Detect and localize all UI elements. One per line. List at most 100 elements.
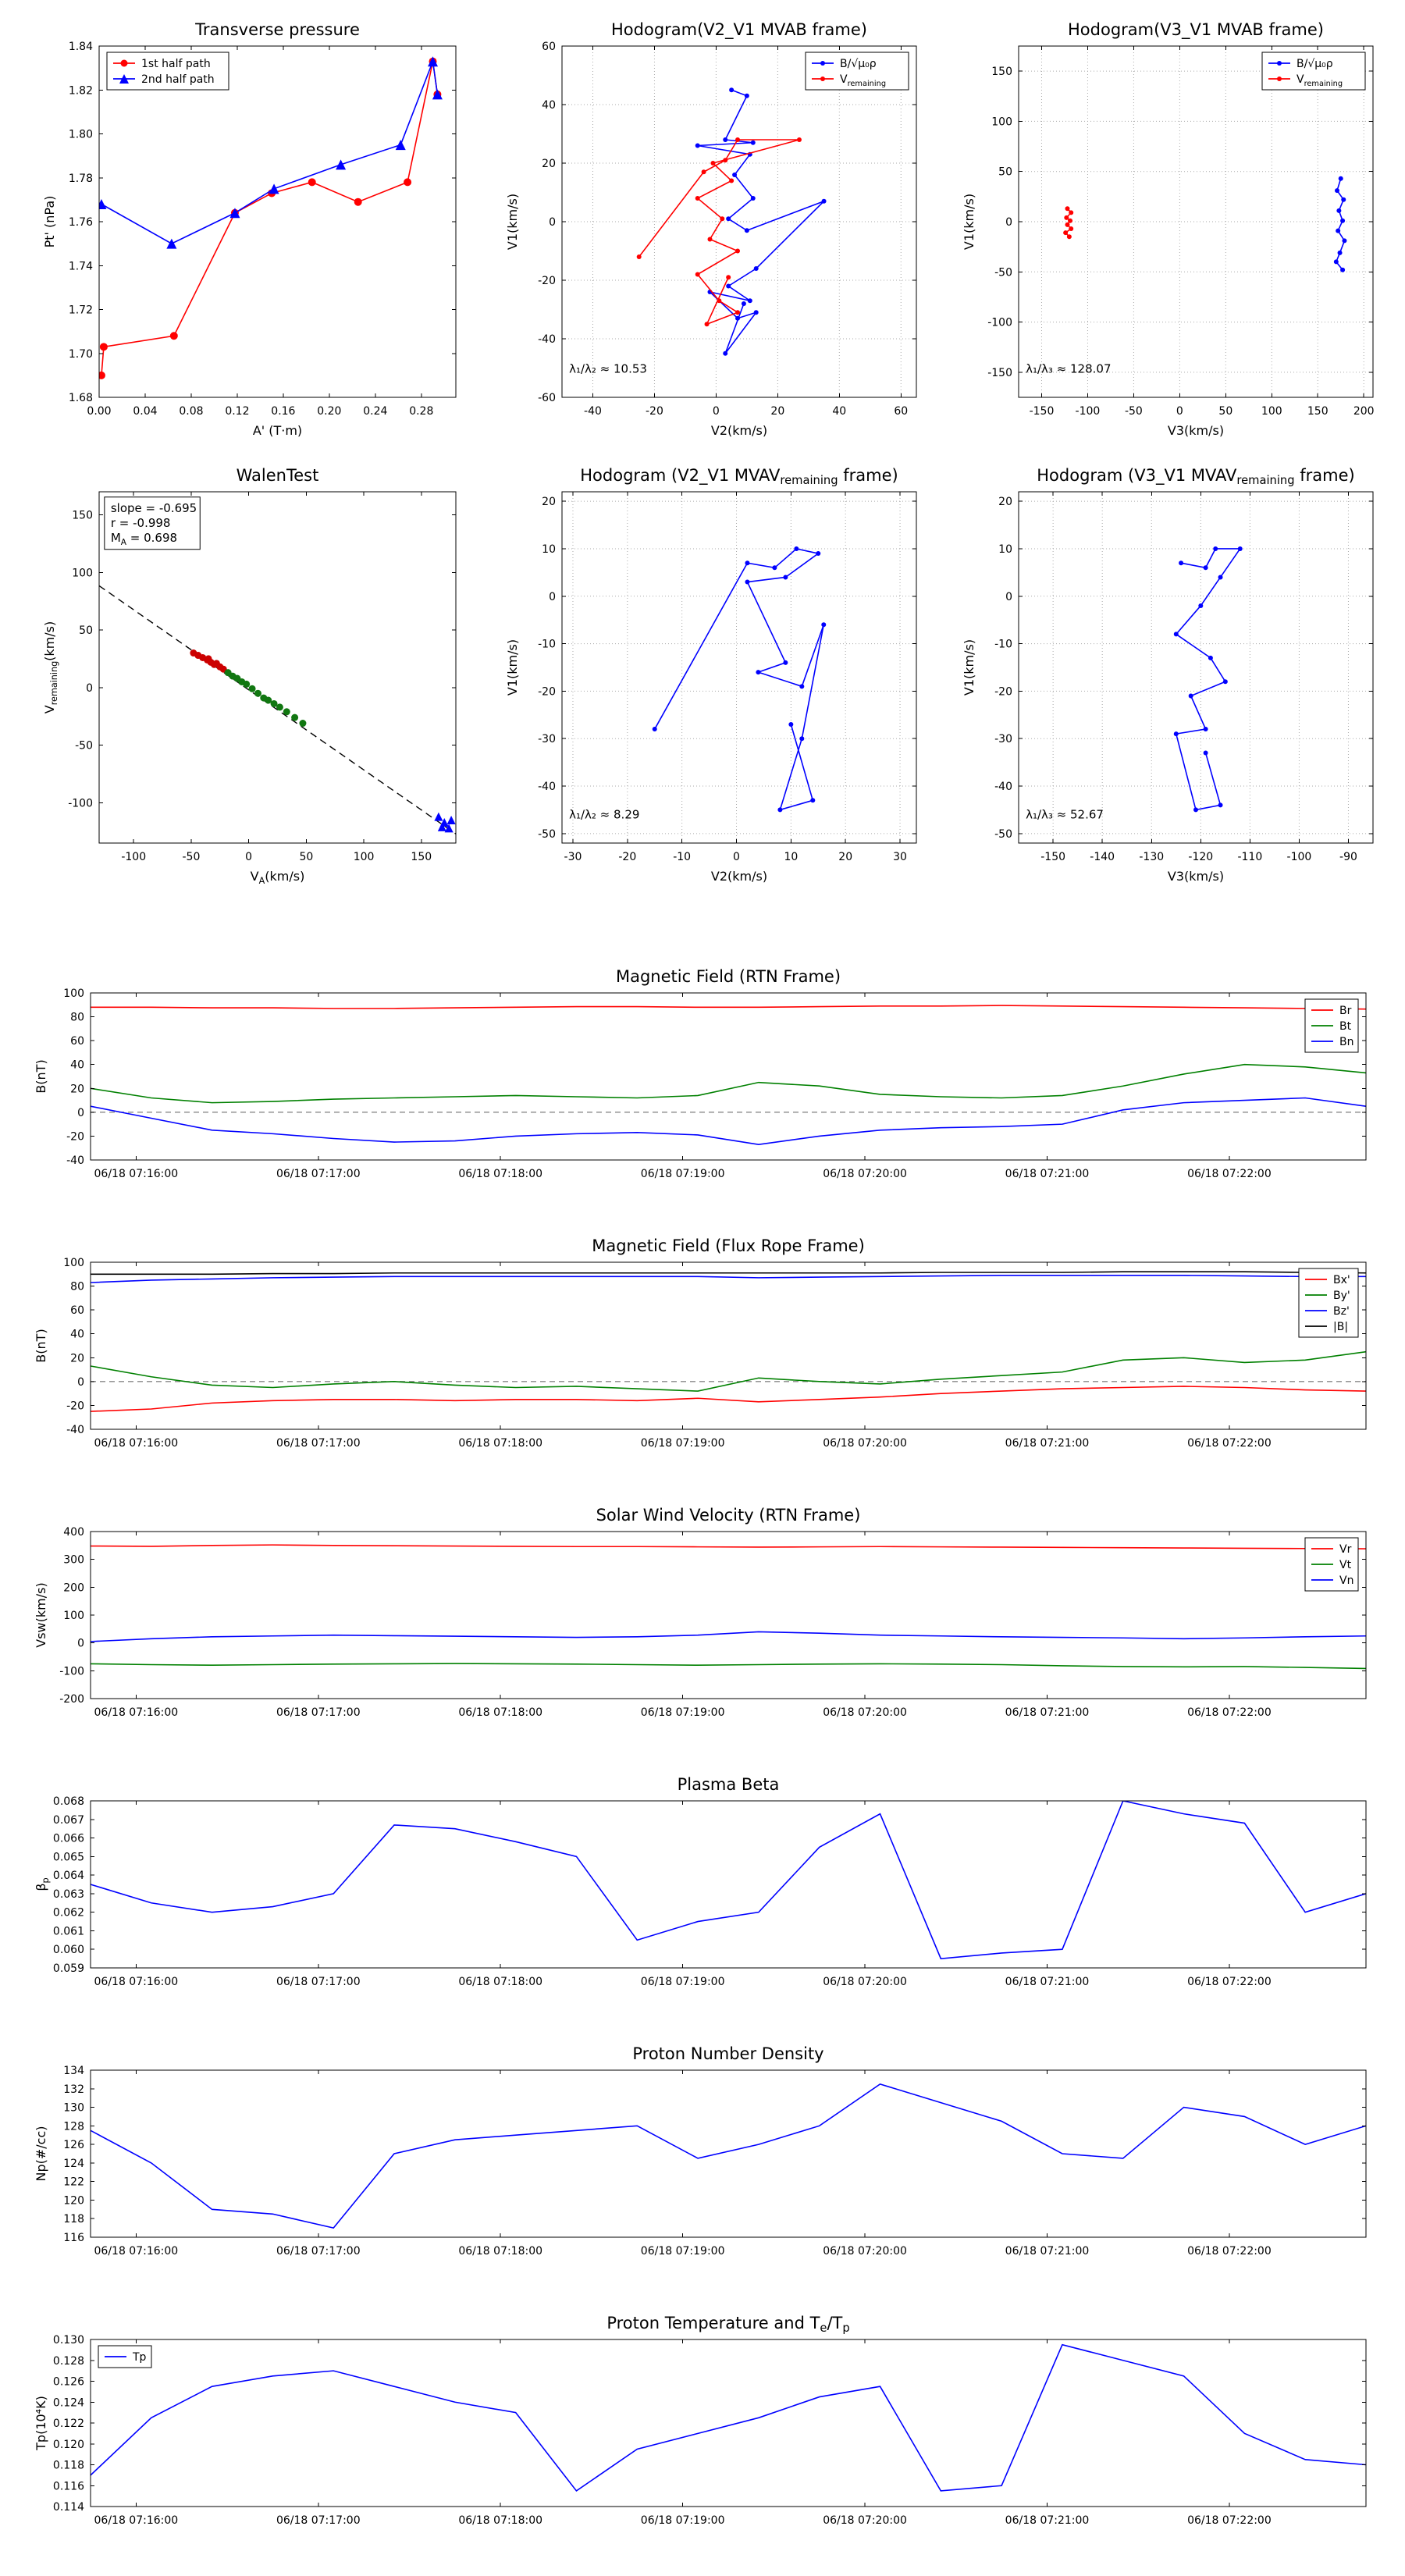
- y-tick-label: 122: [63, 2176, 84, 2189]
- series-B-hodogram: [1335, 178, 1346, 271]
- y-tick-label: -200: [59, 1693, 84, 1706]
- series-Vr: [91, 1544, 1366, 1550]
- y-tick-label: 80: [70, 1281, 84, 1293]
- chart-beta: 06/18 07:16:00 06/18 07:17:00 06/18 07:18:…: [34, 1775, 1367, 1988]
- y-tick-label: 0.064: [53, 1870, 84, 1882]
- data-point: [1218, 575, 1223, 580]
- series-second-half-path: [101, 59, 439, 245]
- data-point: [1069, 210, 1074, 215]
- tick-marks: [91, 1531, 1366, 1699]
- x-axis-label: VA(km/s): [251, 869, 305, 886]
- data-point: [783, 660, 788, 665]
- y-tick-labels: 0.114 0.116 0.118 0.120 0.122 0.124 0.126 0.128…: [53, 2334, 84, 2514]
- series-Bx-prime: [91, 1386, 1366, 1412]
- y-tick-label: 116: [63, 2232, 84, 2244]
- tick-marks: [91, 992, 1366, 1161]
- x-tick-label: 0.04: [133, 405, 157, 418]
- y-axis-label: Vsw(km/s): [34, 1582, 48, 1647]
- y-tick-label: 200: [63, 1582, 84, 1594]
- legend: 1st half path 2nd half path: [106, 52, 229, 91]
- x-tick-label: -120: [1188, 851, 1213, 863]
- y-tick-label: 20: [70, 1083, 84, 1095]
- x-tick-label: 06/18 07:16:00: [94, 1976, 179, 1988]
- data-point: [726, 216, 731, 222]
- y-tick-label: -100: [59, 1665, 84, 1678]
- data-point: [1213, 546, 1218, 551]
- x-tick-labels: 06/18 07:16:00 06/18 07:17:00 06/18 07:18:…: [94, 1706, 1272, 1719]
- series-Vt: [91, 1663, 1366, 1670]
- x-tick-label: 0.24: [363, 405, 387, 418]
- legend-label: Bt: [1339, 1020, 1352, 1033]
- y-tick-label: 0: [549, 591, 556, 603]
- y-tick-label: 40: [542, 99, 556, 112]
- data-point: [1068, 218, 1073, 223]
- data-point: [166, 238, 177, 249]
- x-tick-label: 06/18 07:22:00: [1187, 2514, 1272, 2527]
- series-first-half-path: [101, 61, 439, 375]
- y-tick-label: 0.061: [53, 1925, 84, 1937]
- x-axis-label: V3(km/s): [1168, 423, 1224, 438]
- data-point: [99, 343, 108, 351]
- data-point: [745, 560, 750, 566]
- x-tick-label: 06/18 07:19:00: [641, 1437, 725, 1450]
- chart-mf_rtn: 06/18 07:16:00 06/18 07:17:00 06/18 07:18:…: [34, 967, 1367, 1180]
- y-tick-label: 80: [70, 1012, 84, 1024]
- y-tick-label: -20: [538, 685, 556, 698]
- panel-title: Plasma Beta: [678, 1775, 780, 1794]
- y-tick-labels: 0.059 0.060 0.061 0.062 0.063 0.064 0.065 0.066…: [53, 1795, 84, 1975]
- x-tick-labels: -150 -140 -130 -120 -110 -100 -90: [1040, 851, 1357, 863]
- data-point: [1336, 208, 1342, 213]
- x-tick-label: 06/18 07:20:00: [823, 1437, 907, 1450]
- x-tick-label: 06/18 07:16:00: [94, 1706, 179, 1719]
- y-tick-label: 132: [63, 2083, 84, 2096]
- y-tick-label: -100: [68, 797, 93, 809]
- data-point: [636, 254, 642, 259]
- tick-marks: [91, 2069, 1366, 2238]
- x-axis-label: V2(km/s): [711, 423, 767, 438]
- tick-marks: [91, 1800, 1366, 1969]
- data-point: [753, 266, 759, 271]
- data-point: [169, 332, 178, 340]
- x-tick-label: -100: [1076, 405, 1101, 418]
- data-point: [750, 196, 756, 201]
- panel-title: Hodogram (V2_V1 MVAVremaining frame): [580, 466, 898, 487]
- y-tick-label: 100: [63, 987, 84, 1000]
- y-tick-label: -20: [994, 685, 1012, 698]
- x-tick-label: 200: [1353, 405, 1375, 418]
- legend-label: Vn: [1339, 1574, 1353, 1587]
- data-point: [1065, 222, 1070, 227]
- legend-label: 1st half path: [141, 58, 211, 70]
- x-tick-label: 150: [411, 851, 432, 863]
- data-point: [299, 720, 307, 728]
- axes-frame: [90, 1531, 1367, 1699]
- data-point: [772, 565, 777, 571]
- y-tick-label: 0.128: [53, 2355, 84, 2368]
- x-tick-label: 06/18 07:18:00: [458, 1437, 542, 1450]
- data-point: [735, 248, 741, 254]
- data-point: [750, 140, 756, 145]
- y-tick-label: -40: [538, 333, 556, 346]
- y-tick-label: 1.74: [69, 260, 93, 272]
- series-fit-line: [99, 585, 456, 834]
- data-point: [395, 140, 406, 151]
- y-tick-label: -40: [994, 781, 1012, 793]
- tick-marks: [1019, 492, 1373, 843]
- axes-frame: [90, 1261, 1367, 1430]
- x-tick-labels: 0.00 0.04 0.08 0.12 0.16 0.20 0.24 0.28: [87, 405, 433, 418]
- y-tick-label: 124: [63, 2158, 84, 2170]
- series-group: [1063, 176, 1347, 272]
- y-tick-label: 0.120: [53, 2439, 84, 2451]
- markers-second-half-path: [99, 56, 443, 249]
- data-point: [723, 137, 728, 142]
- panel-magnetic-field-rtn: 06/18 07:16:00 06/18 07:17:00 06/18 07:18:…: [16, 962, 1391, 1197]
- markers-V-remaining-hodogram: [1063, 206, 1074, 240]
- panel-hodogram-v2v1-mvav: -30 -20 -10 0 10 20 30 -50 -40 -30 -20 -10 0 10 20 Hodo…: [490, 457, 929, 891]
- grid-lines: [1019, 492, 1373, 843]
- panel-title: Magnetic Field (Flux Rope Frame): [592, 1236, 865, 1255]
- y-tick-label: 150: [991, 66, 1012, 78]
- series-group: [636, 87, 827, 356]
- data-point: [265, 696, 272, 704]
- x-tick-label: 20: [770, 405, 784, 418]
- x-tick-label: -100: [121, 851, 146, 863]
- data-point: [1063, 230, 1069, 236]
